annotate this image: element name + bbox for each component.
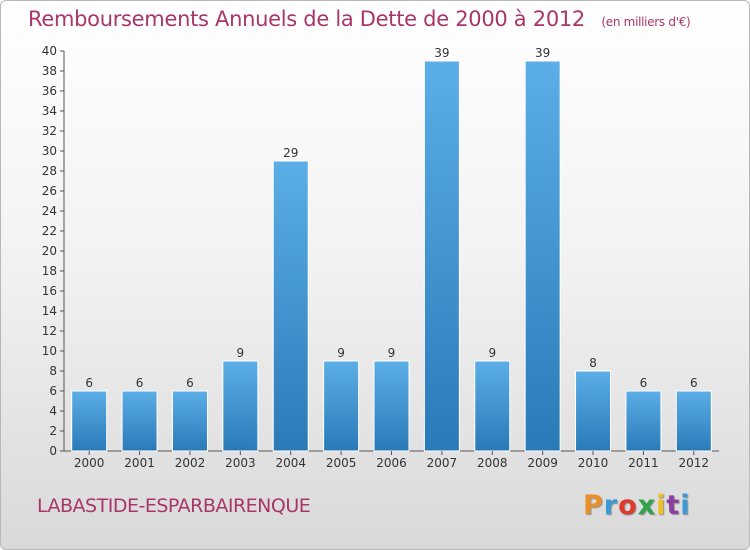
x-tick-label: 2006 (376, 456, 407, 470)
bar-2004 (272, 160, 309, 452)
bar-value-label: 6 (85, 376, 93, 390)
bar-value-label: 6 (690, 376, 698, 390)
bar-chart: 0246810121416182022242628303234363840620… (42, 44, 719, 470)
logo-letter: o (618, 490, 638, 521)
y-tick-label: 32 (42, 124, 57, 138)
bar-value-label: 39 (434, 46, 449, 60)
y-tick-label: 18 (42, 264, 57, 278)
commune-name: LABASTIDE-ESPARBAIRENQUE (37, 495, 311, 517)
bar-value-label: 29 (283, 146, 298, 160)
x-tick-label: 2003 (225, 456, 256, 470)
bar-2005 (323, 360, 360, 452)
bar-value-label: 9 (237, 346, 245, 360)
bar-value-label: 39 (535, 46, 550, 60)
logo-letter: i (656, 490, 667, 521)
y-tick-label: 36 (42, 84, 57, 98)
bar-2008 (474, 360, 511, 452)
bar-2003 (222, 360, 259, 452)
x-tick-label: 2000 (74, 456, 105, 470)
logo-letter: x (637, 490, 657, 521)
y-tick-label: 28 (42, 164, 57, 178)
y-tick-label: 14 (42, 304, 57, 318)
bar-value-label: 9 (388, 346, 396, 360)
chart-title-text: Remboursements Annuels de la Dette de 20… (28, 7, 585, 31)
y-tick-label: 2 (49, 424, 57, 438)
x-tick-label: 2009 (527, 456, 558, 470)
y-tick-label: 38 (42, 64, 57, 78)
x-tick-label: 2012 (679, 456, 710, 470)
bar-2012 (675, 390, 712, 452)
y-tick-label: 10 (42, 344, 57, 358)
bar-2011 (625, 390, 662, 452)
x-tick-label: 2007 (427, 456, 458, 470)
y-tick-label: 40 (42, 44, 57, 58)
bar-value-label: 9 (337, 346, 345, 360)
bar-2000 (71, 390, 108, 452)
bar-2010 (575, 370, 612, 452)
bar-2002 (171, 390, 208, 452)
y-tick-label: 16 (42, 284, 57, 298)
x-tick-label: 2010 (578, 456, 609, 470)
bar-2007 (423, 60, 460, 452)
y-tick-label: 22 (42, 224, 57, 238)
bar-value-label: 6 (640, 376, 648, 390)
y-tick-label: 0 (49, 444, 57, 458)
y-tick-label: 8 (49, 364, 57, 378)
x-tick-label: 2002 (175, 456, 206, 470)
y-tick-label: 34 (42, 104, 57, 118)
x-tick-label: 2008 (477, 456, 508, 470)
y-tick-label: 6 (49, 384, 57, 398)
bar-value-label: 6 (136, 376, 144, 390)
y-tick-label: 24 (42, 204, 57, 218)
chart-title: Remboursements Annuels de la Dette de 20… (28, 7, 691, 31)
logo-letter: t (666, 490, 681, 521)
x-tick-label: 2005 (326, 456, 357, 470)
y-tick-label: 20 (42, 244, 57, 258)
proxiti-logo[interactable]: Proxiti (583, 490, 691, 521)
logo-letter: P (583, 490, 604, 521)
y-tick-label: 26 (42, 184, 57, 198)
y-tick-label: 30 (42, 144, 57, 158)
chart-unit: (en milliers d'€) (601, 15, 691, 29)
bar-2006 (373, 360, 410, 452)
y-tick-label: 12 (42, 324, 57, 338)
bar-value-label: 8 (589, 356, 597, 370)
x-tick-label: 2001 (124, 456, 155, 470)
bar-value-label: 6 (186, 376, 194, 390)
y-tick-label: 4 (49, 404, 57, 418)
bar-2001 (121, 390, 158, 452)
logo-letter: r (603, 490, 619, 521)
x-tick-label: 2004 (275, 456, 306, 470)
x-tick-label: 2011 (628, 456, 659, 470)
bar-value-label: 9 (488, 346, 496, 360)
logo-letter: i (680, 490, 691, 521)
bar-2009 (524, 60, 561, 452)
